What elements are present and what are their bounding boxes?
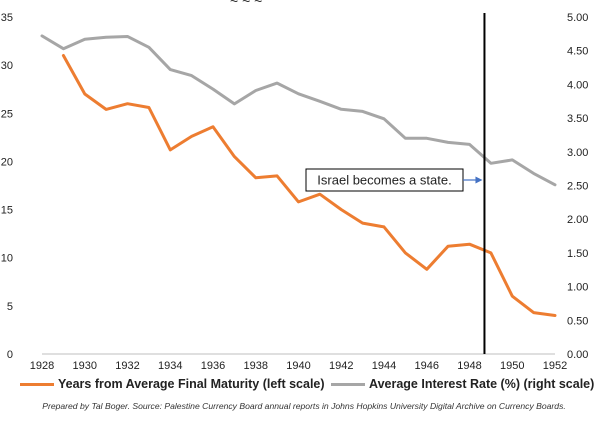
y-right-tick-label: 2.50 — [567, 181, 588, 193]
legend-swatch-interest — [331, 382, 365, 386]
y-right-tick-label: 4.50 — [567, 46, 588, 58]
x-tick-label: 1950 — [500, 360, 524, 372]
x-tick-label: 1936 — [201, 360, 225, 372]
y-right-tick-label: 5.00 — [567, 12, 588, 24]
y-left-tick-label: 0 — [7, 349, 13, 361]
x-tick-label: 1942 — [329, 360, 353, 372]
x-tick-label: 1932 — [115, 360, 139, 372]
legend-item-interest: Average Interest Rate (%) (right scale) — [331, 377, 594, 391]
series-line-interest — [40, 34, 557, 187]
y-left-tick-label: 35 — [1, 12, 13, 24]
annotation-text: Israel becomes a state. — [317, 173, 451, 188]
x-tick-label: 1928 — [30, 360, 54, 372]
y-right-tick-label: 1.50 — [567, 248, 588, 260]
legend-item-maturity: Years from Average Final Maturity (left … — [20, 377, 325, 391]
x-tick-label: 1930 — [73, 360, 97, 372]
y-right-tick-label: 0.50 — [567, 315, 588, 327]
y-left-tick-label: 15 — [1, 205, 13, 217]
x-tick-label: 1952 — [543, 360, 567, 372]
series-line-maturity — [61, 54, 557, 317]
x-tick-label: 1946 — [415, 360, 439, 372]
y-left-tick-label: 25 — [1, 108, 13, 120]
y-left-tick-label: 5 — [7, 301, 13, 313]
x-tick-label: 1940 — [286, 360, 310, 372]
chart-plot: 1928 1930 1932 1934 1936 1938 1940 1942 1944 1946… — [1, 12, 589, 372]
chart-title-fragment: ~ ~ ~ — [230, 0, 263, 9]
source-note: Prepared by Tal Boger. Source: Palestine… — [42, 401, 566, 411]
x-tick-label: 1948 — [457, 360, 481, 372]
y-right-tick-label: 1.00 — [567, 282, 588, 294]
x-tick-label: 1944 — [372, 360, 396, 372]
y-right-tick-label: 3.50 — [567, 113, 588, 125]
y-right-tick-label: 4.00 — [567, 79, 588, 91]
y-left-tick-label: 10 — [1, 253, 13, 265]
y-right-tick-label: 3.00 — [567, 147, 588, 159]
legend-label-maturity: Years from Average Final Maturity (left … — [58, 377, 325, 391]
x-tick-label: 1938 — [244, 360, 268, 372]
annotation-arrow-head — [475, 176, 483, 184]
y-left-tick-label: 30 — [1, 60, 13, 72]
chart-legend: Years from Average Final Maturity (left … — [0, 377, 608, 395]
legend-swatch-maturity — [20, 382, 54, 386]
y-right-tick-label: 2.00 — [567, 214, 588, 226]
y-left-tick-label: 20 — [1, 156, 13, 168]
y-right-tick-label: 0.00 — [567, 349, 588, 361]
legend-label-interest: Average Interest Rate (%) (right scale) — [369, 377, 595, 391]
x-tick-label: 1934 — [158, 360, 182, 372]
